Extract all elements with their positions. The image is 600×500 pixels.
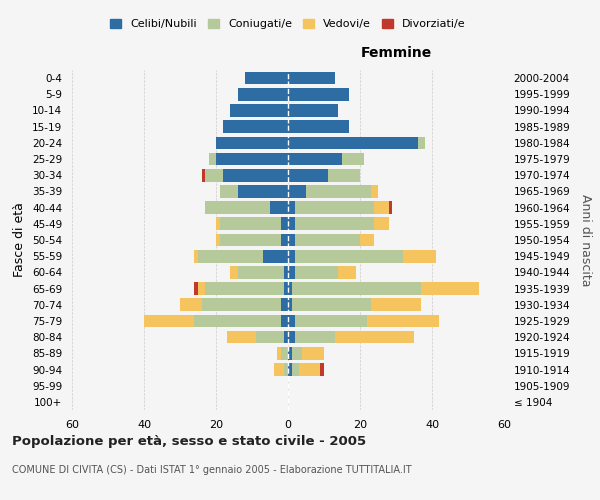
- Bar: [180, 298, 202, 311]
- Bar: [328, 169, 360, 181]
- Bar: [281, 218, 288, 230]
- Bar: [263, 250, 288, 262]
- Bar: [194, 250, 198, 262]
- Bar: [288, 298, 292, 311]
- Bar: [284, 266, 288, 278]
- Bar: [292, 282, 421, 295]
- Bar: [194, 314, 281, 328]
- Bar: [238, 266, 284, 278]
- Bar: [216, 234, 220, 246]
- Bar: [288, 72, 335, 85]
- Bar: [220, 218, 281, 230]
- Bar: [223, 169, 288, 181]
- Bar: [295, 266, 338, 278]
- Bar: [302, 347, 324, 360]
- Bar: [288, 250, 295, 262]
- Bar: [288, 347, 292, 360]
- Bar: [306, 185, 371, 198]
- Bar: [202, 298, 281, 311]
- Bar: [360, 234, 374, 246]
- Bar: [216, 136, 288, 149]
- Bar: [371, 298, 421, 311]
- Bar: [216, 218, 220, 230]
- Bar: [288, 363, 292, 376]
- Bar: [216, 152, 288, 166]
- Bar: [230, 104, 288, 117]
- Bar: [281, 347, 288, 360]
- Bar: [205, 202, 270, 214]
- Bar: [295, 331, 335, 344]
- Bar: [421, 282, 479, 295]
- Bar: [295, 314, 367, 328]
- Bar: [230, 266, 238, 278]
- Bar: [374, 202, 389, 214]
- Bar: [288, 104, 338, 117]
- Bar: [227, 331, 256, 344]
- Bar: [320, 363, 324, 376]
- Bar: [288, 282, 292, 295]
- Bar: [238, 88, 288, 101]
- Bar: [144, 314, 194, 328]
- Bar: [220, 185, 238, 198]
- Bar: [288, 331, 295, 344]
- Bar: [335, 331, 414, 344]
- Bar: [295, 250, 403, 262]
- Bar: [292, 298, 371, 311]
- Bar: [374, 218, 389, 230]
- Bar: [198, 282, 205, 295]
- Bar: [284, 331, 288, 344]
- Bar: [403, 250, 436, 262]
- Bar: [288, 314, 295, 328]
- Bar: [238, 185, 288, 198]
- Bar: [288, 202, 295, 214]
- Text: COMUNE DI CIVITA (CS) - Dati ISTAT 1° gennaio 2005 - Elaborazione TUTTITALIA.IT: COMUNE DI CIVITA (CS) - Dati ISTAT 1° ge…: [12, 465, 412, 475]
- Text: Popolazione per età, sesso e stato civile - 2005: Popolazione per età, sesso e stato civil…: [12, 435, 366, 448]
- Text: Femmine: Femmine: [361, 46, 431, 60]
- Bar: [256, 331, 284, 344]
- Y-axis label: Anni di nascita: Anni di nascita: [579, 194, 592, 286]
- Bar: [288, 185, 306, 198]
- Bar: [223, 120, 288, 133]
- Bar: [371, 185, 378, 198]
- Bar: [295, 202, 374, 214]
- Bar: [292, 347, 302, 360]
- Bar: [284, 363, 288, 376]
- Bar: [288, 266, 295, 278]
- Y-axis label: Fasce di età: Fasce di età: [13, 202, 26, 278]
- Legend: Celibi/Nubili, Coniugati/e, Vedovi/e, Divorziati/e: Celibi/Nubili, Coniugati/e, Vedovi/e, Di…: [106, 14, 470, 34]
- Bar: [288, 136, 418, 149]
- Bar: [202, 169, 205, 181]
- Bar: [295, 234, 360, 246]
- Bar: [288, 120, 349, 133]
- Bar: [245, 72, 288, 85]
- Bar: [270, 202, 288, 214]
- Bar: [281, 314, 288, 328]
- Bar: [299, 363, 320, 376]
- Bar: [338, 266, 356, 278]
- Bar: [209, 152, 216, 166]
- Bar: [288, 234, 295, 246]
- Bar: [295, 218, 374, 230]
- Bar: [288, 152, 342, 166]
- Bar: [198, 250, 263, 262]
- Bar: [288, 88, 349, 101]
- Bar: [274, 363, 284, 376]
- Bar: [281, 298, 288, 311]
- Bar: [205, 282, 284, 295]
- Bar: [277, 347, 281, 360]
- Bar: [288, 218, 295, 230]
- Bar: [418, 136, 425, 149]
- Bar: [194, 282, 198, 295]
- Bar: [288, 169, 328, 181]
- Bar: [342, 152, 364, 166]
- Bar: [281, 234, 288, 246]
- Bar: [367, 314, 439, 328]
- Bar: [205, 169, 223, 181]
- Bar: [389, 202, 392, 214]
- Bar: [292, 363, 299, 376]
- Bar: [284, 282, 288, 295]
- Bar: [220, 234, 281, 246]
